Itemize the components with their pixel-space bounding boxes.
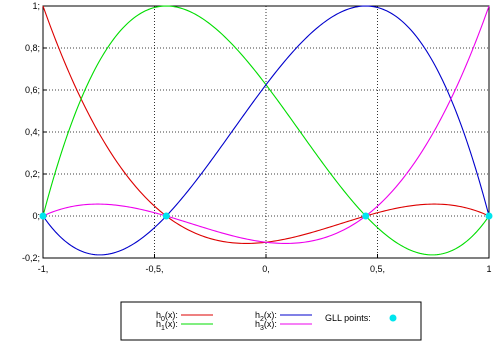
- legend-label-h3: h3(x):: [255, 319, 277, 332]
- legend-label-sub: 2: [260, 316, 264, 323]
- axis-ticks: -1, -0,5, 0, 0,5, 1 -0,2; 0; 0,2; 0,4; 0,6; 0,8; 1;: [22, 1, 492, 274]
- y-tick-label: 0,8;: [25, 43, 40, 53]
- legend-label-sub: 0: [161, 316, 165, 323]
- y-tick-label: -0,2;: [22, 253, 40, 263]
- x-tick-label: -1,: [38, 264, 49, 274]
- legend-label-h0: h0(x):: [156, 310, 178, 323]
- legend-label-base: h: [156, 310, 161, 320]
- gll-point: [39, 212, 47, 220]
- x-tick-label: 1: [486, 264, 491, 274]
- legend-label-h1: h1(x):: [156, 319, 178, 332]
- legend-label-suffix: (x):: [264, 310, 277, 320]
- gll-points: [39, 212, 493, 220]
- x-tick-label: 0,: [262, 264, 270, 274]
- legend-label-base: h: [255, 310, 260, 320]
- legend: h0(x):h1(x):h2(x):h3(x):GLL points:: [120, 301, 422, 341]
- legend-label-sub: 1: [161, 325, 165, 332]
- legend-label-base: h: [255, 319, 260, 329]
- y-tick-label: 1;: [32, 1, 40, 11]
- gll-point: [485, 212, 493, 220]
- legend-swatch-gll: [389, 314, 397, 322]
- legend-label-suffix: (x):: [264, 319, 277, 329]
- gll-point: [362, 212, 370, 220]
- legend-label-sub: 3: [260, 325, 264, 332]
- legend-label-suffix: (x):: [165, 319, 178, 329]
- y-tick-label: 0,6;: [25, 85, 40, 95]
- legend-label-suffix: (x):: [165, 310, 178, 320]
- legend-label-gll: GLL points:: [325, 313, 371, 323]
- gll-point: [162, 212, 170, 220]
- grid: [43, 6, 489, 258]
- x-tick-label: 0,5,: [370, 264, 385, 274]
- x-tick-label: -0,5,: [145, 264, 163, 274]
- series-line-h3: [42, 5, 490, 244]
- y-tick-label: 0,4;: [25, 127, 40, 137]
- legend-box: [120, 301, 422, 341]
- y-tick-label: 0;: [32, 211, 40, 221]
- series-lines: [42, 5, 490, 256]
- legend-label-h2: h2(x):: [255, 310, 277, 323]
- series-line-h2: [42, 5, 490, 256]
- y-tick-label: 0,2;: [25, 169, 40, 179]
- legend-label-base: h: [156, 319, 161, 329]
- series-line-h1: [42, 5, 490, 256]
